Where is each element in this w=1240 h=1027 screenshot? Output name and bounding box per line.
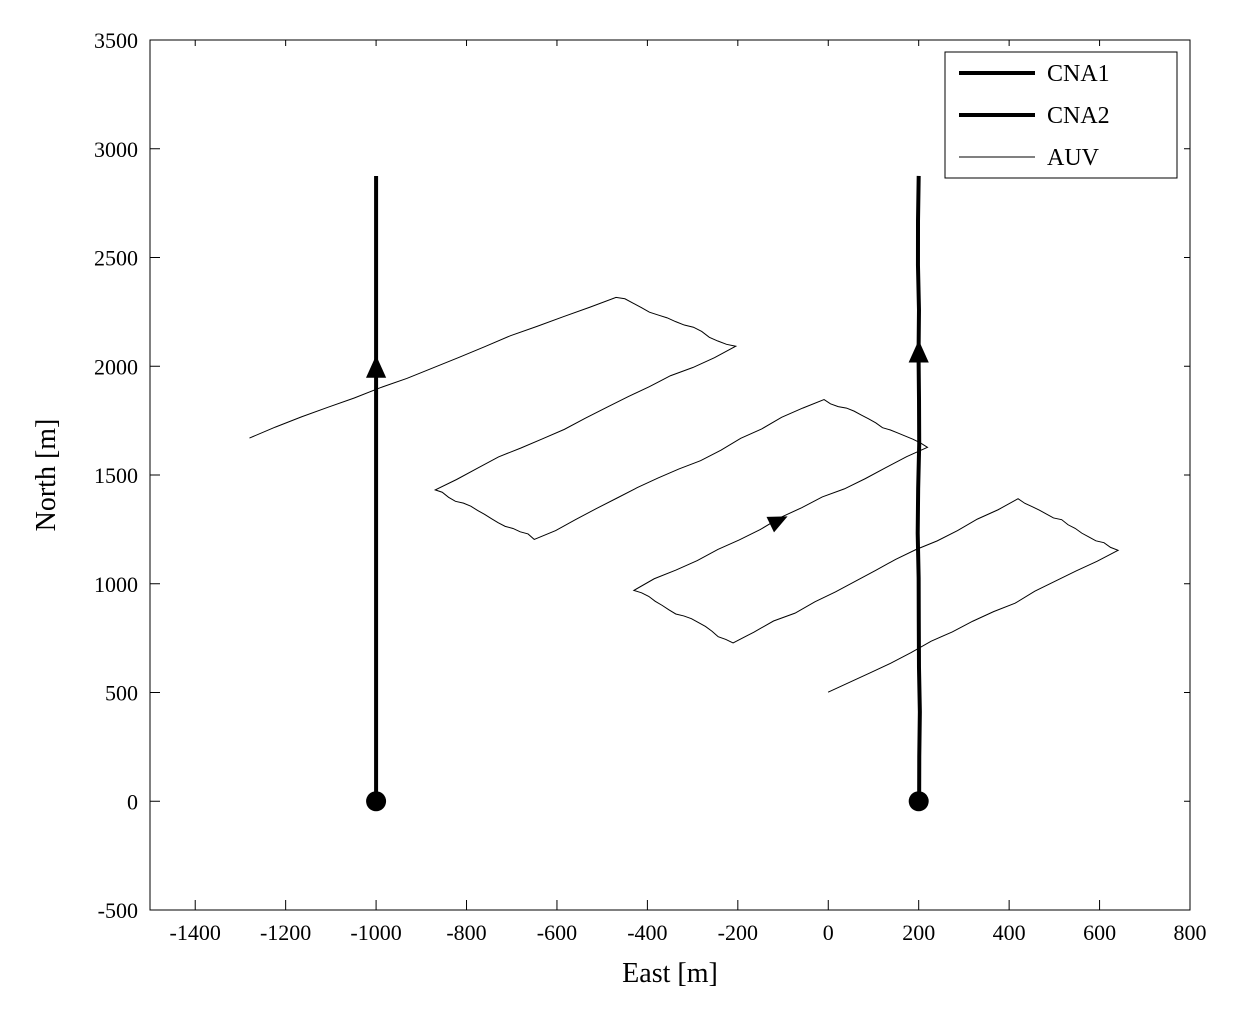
x-tick-label: -1400 [170,920,221,945]
x-tick-label: 400 [993,920,1026,945]
legend-label: CNA1 [1047,61,1110,87]
x-tick-label: 200 [902,920,935,945]
y-tick-label: 500 [105,681,138,706]
y-tick-label: 3000 [94,137,138,162]
x-tick-label: 0 [823,920,834,945]
arrowhead-icon [366,355,386,377]
y-tick-label: 3500 [94,28,138,53]
y-tick-label: 2000 [94,354,138,379]
x-tick-label: 600 [1083,920,1116,945]
y-tick-label: 1000 [94,572,138,597]
y-axis-label: North [m] [31,419,62,532]
cna2-line [918,176,920,801]
y-tick-label: 1500 [94,463,138,488]
x-tick-label: -400 [627,920,667,945]
x-tick-label: -800 [446,920,486,945]
y-tick-label: -500 [98,898,138,923]
x-tick-label: -200 [718,920,758,945]
auv-line [249,297,1118,692]
y-tick-label: 2500 [94,246,138,271]
trajectory-chart: -1400 -1200 -1000 -800 -600 -400 -200 0 200 400 60… [0,0,1240,1027]
cna2-start-marker [909,791,929,811]
cna1-start-marker [366,791,386,811]
x-tick-label: -1000 [350,920,401,945]
x-tick-label: -1200 [260,920,311,945]
y-tick-label: 0 [127,789,138,814]
legend-label: CNA2 [1047,103,1110,129]
legend-label: AUV [1047,145,1100,171]
x-axis-label: East [m] [622,958,718,989]
legend: CNA1 CNA2 AUV [945,52,1177,178]
series-group [249,176,1118,811]
arrowhead-icon [909,340,929,362]
x-tick-label: 800 [1174,920,1207,945]
x-tick-label: -600 [537,920,577,945]
